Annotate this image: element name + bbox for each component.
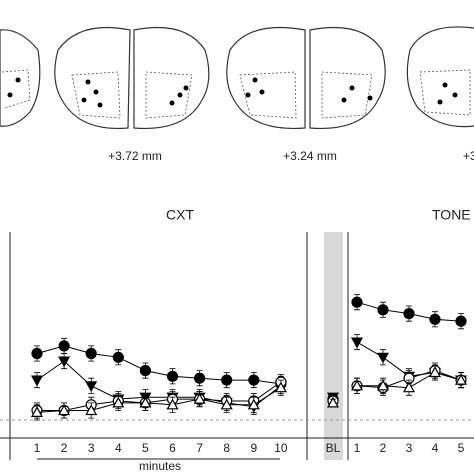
point (350, 379, 364, 391)
point (30, 406, 44, 417)
x-tick-label: 4 (115, 441, 122, 455)
point (112, 351, 124, 363)
panel-title: TONE (432, 207, 471, 223)
x-tick-label: 2 (61, 441, 68, 455)
point (376, 379, 390, 391)
point (221, 374, 233, 386)
x-tick-label: 1 (354, 441, 361, 455)
point (376, 352, 390, 364)
point (402, 381, 416, 393)
point (85, 381, 98, 393)
point (403, 308, 415, 320)
point (58, 356, 71, 368)
point (351, 296, 363, 308)
point (31, 347, 43, 360)
x-axis-label: minutes (139, 459, 181, 473)
section-label: +3 (463, 149, 474, 163)
series-line (36, 360, 282, 408)
x-tick-label: 10 (274, 441, 288, 455)
point (139, 365, 151, 377)
point (326, 396, 340, 408)
point (248, 374, 260, 386)
point (454, 373, 468, 385)
section-label: +3.72 mm (108, 149, 162, 163)
x-tick-label: 9 (250, 441, 257, 455)
brain-sections (0, 26, 474, 130)
point (166, 398, 179, 410)
point (220, 398, 233, 410)
x-tick-label: 4 (432, 441, 439, 455)
point (247, 398, 260, 410)
point (58, 340, 70, 352)
section-label: +3.24 mm (283, 149, 337, 163)
point (85, 347, 97, 360)
x-tick-label: 3 (88, 441, 95, 455)
point (30, 375, 44, 387)
x-tick-label: 5 (142, 441, 149, 455)
x-tick-label: 8 (223, 441, 230, 455)
point (85, 404, 98, 416)
point (139, 396, 152, 408)
x-tick-label: 5 (458, 441, 465, 455)
series-line (36, 387, 282, 413)
x-tick-label: 7 (196, 441, 203, 455)
point (193, 392, 206, 404)
x-tick-label: 2 (380, 441, 387, 455)
baseline-band (324, 232, 343, 460)
point (428, 366, 442, 378)
point (455, 315, 467, 327)
series-line (37, 381, 282, 411)
point (112, 396, 125, 408)
point (350, 337, 364, 349)
x-tick-label: 1 (34, 441, 41, 455)
point (166, 370, 179, 382)
x-tick-label: BL (326, 441, 341, 455)
panel-title: CXT (166, 207, 194, 223)
point (377, 304, 389, 316)
point (274, 381, 287, 393)
point (429, 313, 441, 325)
point (58, 404, 71, 416)
x-tick-label: 6 (169, 441, 176, 455)
point (194, 372, 206, 384)
x-tick-label: 3 (406, 441, 413, 455)
series-line (36, 345, 281, 385)
